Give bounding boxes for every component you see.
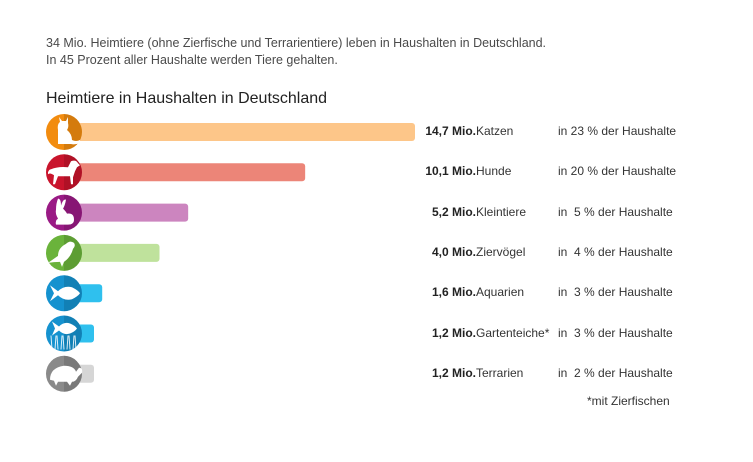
footnote: *mit Zierfischen [587,394,670,408]
rabbit-icon [46,194,82,231]
household-share-label: in 2 % der Haushalte [558,365,673,380]
turtle-icon [46,355,83,392]
cat-icon [46,114,82,150]
pond-fish-icon [46,315,82,352]
category-text: Terrarien [476,365,524,380]
dog-icon [46,154,82,191]
household-share-label: in 23 % der Haushalte [558,124,677,138]
value-text: 1,6 Mio. [431,285,476,300]
chart-title: Heimtiere in Haushalten in Deutschland [46,90,328,107]
category-text: Ziervögel [476,244,526,259]
value-text: 14,7 Mio. [425,124,476,138]
value-text: 10,1 Mio. [425,164,476,179]
category-text: Aquarien [476,285,525,300]
category-text: Gartenteiche* [476,325,550,340]
bar-row [46,194,189,231]
bar [64,163,306,182]
bar-row [46,154,306,191]
fish-icon [46,275,82,312]
bar-row [46,355,94,392]
value-text: 1,2 Mio. [431,365,476,380]
intro-line-1: 34 Mio. Heimtiere (ohne Zierfische und T… [46,36,547,50]
household-share-label: in 3 % der Haushalte [558,285,673,300]
bar-row [46,315,94,352]
category-text: Hunde [476,164,512,179]
intro-text: 34 Mio. Heimtiere (ohne Zierfische und T… [46,35,546,69]
bar [64,203,189,222]
bar [64,123,415,141]
bird-icon [46,234,82,271]
household-share-label: in 4 % der Haushalte [558,244,673,259]
value-text: 1,2 Mio. [431,325,476,340]
bar-row [46,114,415,150]
household-share-label: in 20 % der Haushalte [558,164,677,179]
bar [64,243,160,262]
category-text: Kleintiere [476,204,527,219]
value-text: 5,2 Mio. [431,204,476,219]
intro-line-2: In 45 Prozent aller Haushalte werden Tie… [46,53,338,67]
value-text: 4,0 Mio. [431,244,476,259]
household-share-label: in 3 % der Haushalte [558,325,673,340]
category-text: Katzen [476,124,514,138]
bar-row [46,234,160,271]
bar-row [46,275,103,312]
household-share-label: in 5 % der Haushalte [558,204,673,219]
